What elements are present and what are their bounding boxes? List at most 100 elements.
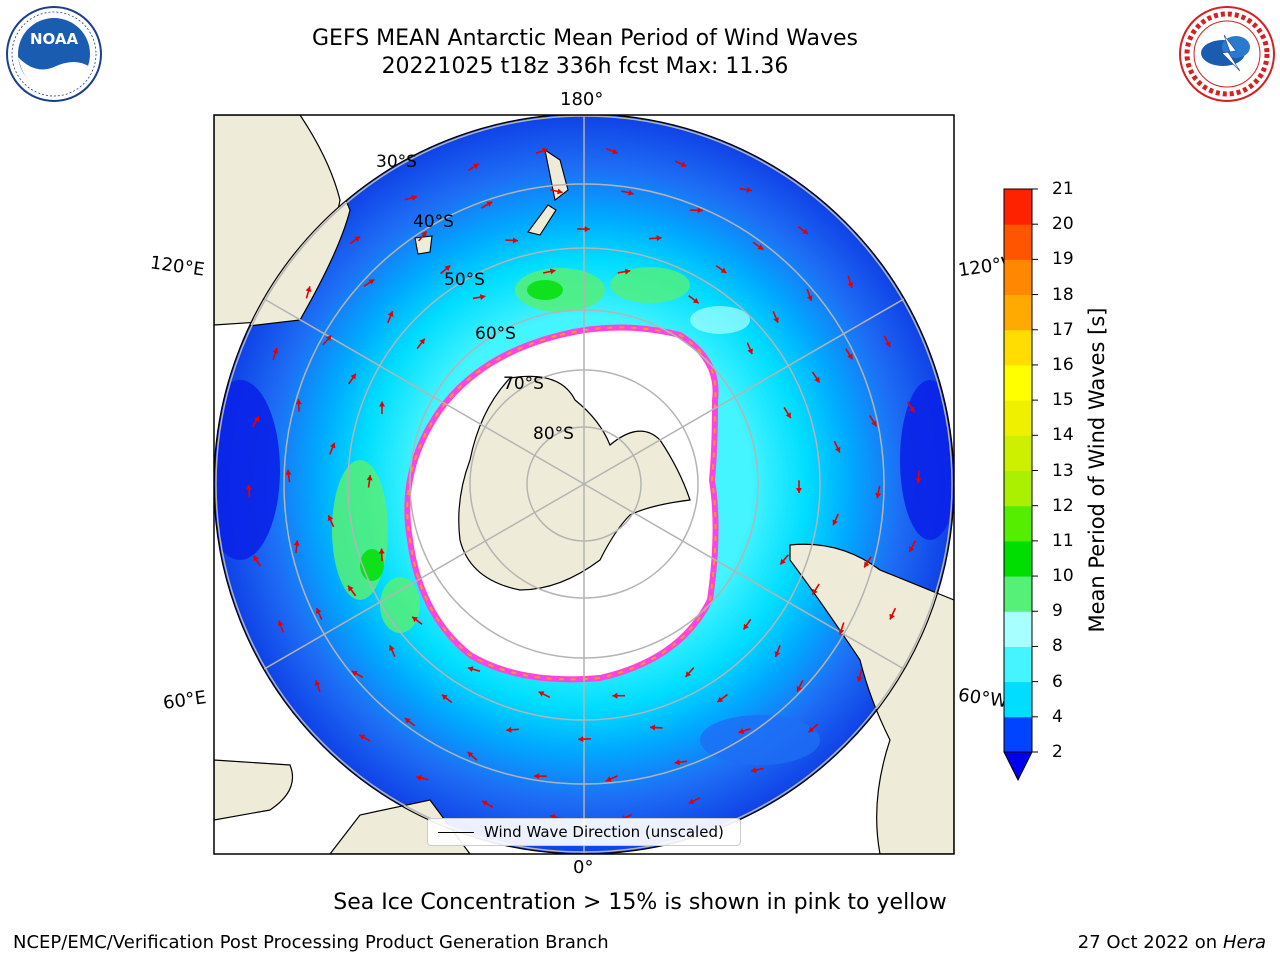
wave-arrow-head: [368, 279, 375, 285]
wave-arrow-head: [557, 188, 563, 195]
colorbar-tick-label: 18: [1052, 284, 1074, 305]
footer-credit: NCEP/EMC/Verification Post Processing Pr…: [13, 932, 609, 953]
antarctica-land: [458, 375, 691, 591]
lat-label-80s: 80°S: [533, 424, 574, 444]
footer-date: 27 Oct 2022 on Hera: [1078, 932, 1266, 953]
colorbar-band: [1004, 329, 1032, 366]
colorbar-underflow: [1003, 751, 1033, 782]
wave-arrow-head: [796, 488, 802, 493]
wave-arrow-head: [747, 348, 753, 355]
wave-arrow-head: [441, 694, 448, 701]
lon-label-0: 0°: [573, 857, 594, 878]
wave-arrow-head: [419, 338, 425, 345]
wave-arrow-head: [578, 736, 584, 743]
wave-arrow-head: [680, 161, 687, 167]
wave-arrow-head: [584, 226, 590, 233]
wave-arrow-head: [875, 492, 882, 499]
wave-arrow-head: [272, 348, 279, 354]
wave-arrow-head: [416, 775, 422, 781]
svg-text:NOAA: NOAA: [30, 30, 79, 48]
wave-arrow-head: [245, 484, 252, 490]
wave-arrow-head: [612, 692, 618, 699]
chart-subtitle: 20221025 t18z 336h fcst Max: 11.36: [381, 54, 789, 79]
wave-arrow-head: [378, 548, 385, 554]
colorbar-band: [1004, 611, 1032, 647]
colorbar-tick-label: 12: [1052, 495, 1074, 516]
wave-arrow-head: [909, 406, 915, 413]
legend-label: Wind Wave Direction (unscaled): [484, 823, 724, 841]
colorbar-tick-label: 11: [1052, 530, 1074, 551]
africa-land: [214, 759, 294, 821]
colorbar-tick-label: 9: [1052, 601, 1063, 622]
wave-arrow-head: [871, 420, 877, 427]
wave-arrow-head: [542, 147, 548, 154]
wave-arrow-head: [806, 295, 813, 301]
lon-label-180: 180°: [560, 89, 604, 110]
wave-arrow-head: [746, 186, 752, 193]
wave-arrow-head: [743, 623, 749, 630]
colorbar-tick-label: 21: [1052, 179, 1074, 199]
wave-arrow-head: [387, 311, 394, 317]
wave-arrow-head: [780, 558, 786, 565]
colorbar-tick-label: 6: [1052, 671, 1063, 692]
colorbar-band: [1004, 540, 1032, 577]
footer-host: Hera: [1222, 932, 1266, 953]
wave-arrow-head: [834, 446, 841, 453]
wave-arrow-head: [253, 416, 260, 422]
wave-arrow-head: [411, 194, 417, 201]
wave-arrow-head: [796, 685, 803, 692]
colorbar-band: [1004, 435, 1032, 471]
colorbar-band: [1004, 224, 1032, 260]
wave-arrow-head: [612, 148, 618, 155]
wave-arrow-head: [656, 235, 662, 242]
wave-arrow-head: [293, 540, 300, 546]
colorbar: [1003, 188, 1038, 782]
colorbar-tick-label: 4: [1052, 706, 1063, 727]
wave-arrow-head: [838, 628, 845, 635]
legend: Wind Wave Direction (unscaled): [427, 818, 741, 846]
wave-arrow-head: [277, 620, 284, 627]
wave-arrow-head: [534, 773, 540, 780]
wave-arrow-head: [329, 442, 336, 449]
colorbar-band: [1004, 400, 1032, 436]
wave-arrow-head: [473, 163, 479, 169]
wave-arrow-head: [720, 267, 727, 273]
colorbar-tick-label: 8: [1052, 636, 1063, 657]
wave-arrow-head: [512, 237, 519, 244]
wave-arrow-head: [325, 335, 332, 342]
wave-arrow-head: [285, 469, 292, 475]
colorbar-band: [1004, 716, 1032, 753]
wave-arrow-head: [628, 189, 634, 196]
colorbar-band: [1004, 364, 1032, 401]
wave-arrow-head: [315, 608, 322, 614]
colorbar-tick-label: 20: [1052, 214, 1074, 235]
colorbar-band: [1004, 294, 1032, 331]
wave-arrow-head: [649, 724, 656, 731]
wave-arrow-head: [421, 231, 427, 238]
wave-arrow-head: [538, 691, 545, 697]
wave-arrow-head: [688, 798, 695, 804]
wave-arrow-head: [674, 759, 680, 766]
wave-arrow-head: [909, 546, 915, 553]
colorbar-tick-label: 2: [1052, 742, 1063, 762]
wave-arrow-head: [506, 726, 512, 733]
wave-arrow-head: [889, 613, 895, 620]
colorbar-label: Mean Period of Wind Waves [s]: [1085, 307, 1109, 633]
wave-arrow-head: [802, 228, 809, 235]
wave-arrow-head: [549, 268, 556, 275]
lat-label-60s: 60°S: [475, 324, 516, 344]
wave-arrow-head: [717, 696, 724, 703]
wave-arrow-head: [389, 645, 395, 651]
footer-date-text: 27 Oct 2022 on: [1077, 932, 1223, 953]
wave-arrow-head: [812, 588, 818, 595]
wind-wave-arrows: [245, 147, 922, 821]
wave-arrow-head: [444, 265, 451, 271]
wave-arrow-head: [856, 676, 863, 682]
colorbar-band: [1004, 681, 1032, 718]
colorbar-tick-label: 17: [1052, 319, 1074, 340]
wave-arrow-head: [404, 718, 411, 724]
wave-arrow-head: [915, 478, 922, 484]
map-frame: [213, 114, 955, 855]
wave-arrow-head: [379, 401, 386, 407]
